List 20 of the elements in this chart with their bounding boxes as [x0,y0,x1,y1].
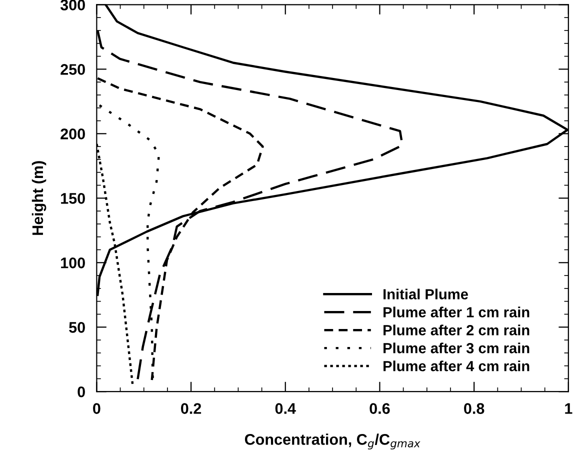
y-tick-label: 150 [61,193,85,204]
x-tick-label: 0 [93,403,100,414]
legend-label: Plume after 1 cm rain [384,306,530,318]
x-tick-label: 0.8 [464,403,484,414]
y-tick-label: 300 [60,0,85,10]
y-tick-label: 100 [61,258,85,268]
y-tick-label: 0 [78,386,85,398]
x-tick-label: 0.6 [370,403,390,414]
y-tick-label: 250 [60,64,85,75]
x-tick-label: 0.4 [275,403,296,414]
x-axis-title: Concentration, C$_{g}$/C$_{gmax}$ [244,434,420,450]
y-axis-title: Height (m) [32,161,46,235]
y-tick-label: 50 [69,322,85,333]
legend-label: Plume after 3 cm rain [384,342,530,354]
x-tick-label: 0.2 [181,403,202,414]
legend-label: Plume after 2 cm rain [384,324,530,336]
legend-label: Plume after 4 cm rain [384,360,530,372]
legend-label: Initial Plume [384,288,468,300]
x-tick-label: 1 [565,403,572,414]
y-tick-label: 200 [60,128,85,140]
